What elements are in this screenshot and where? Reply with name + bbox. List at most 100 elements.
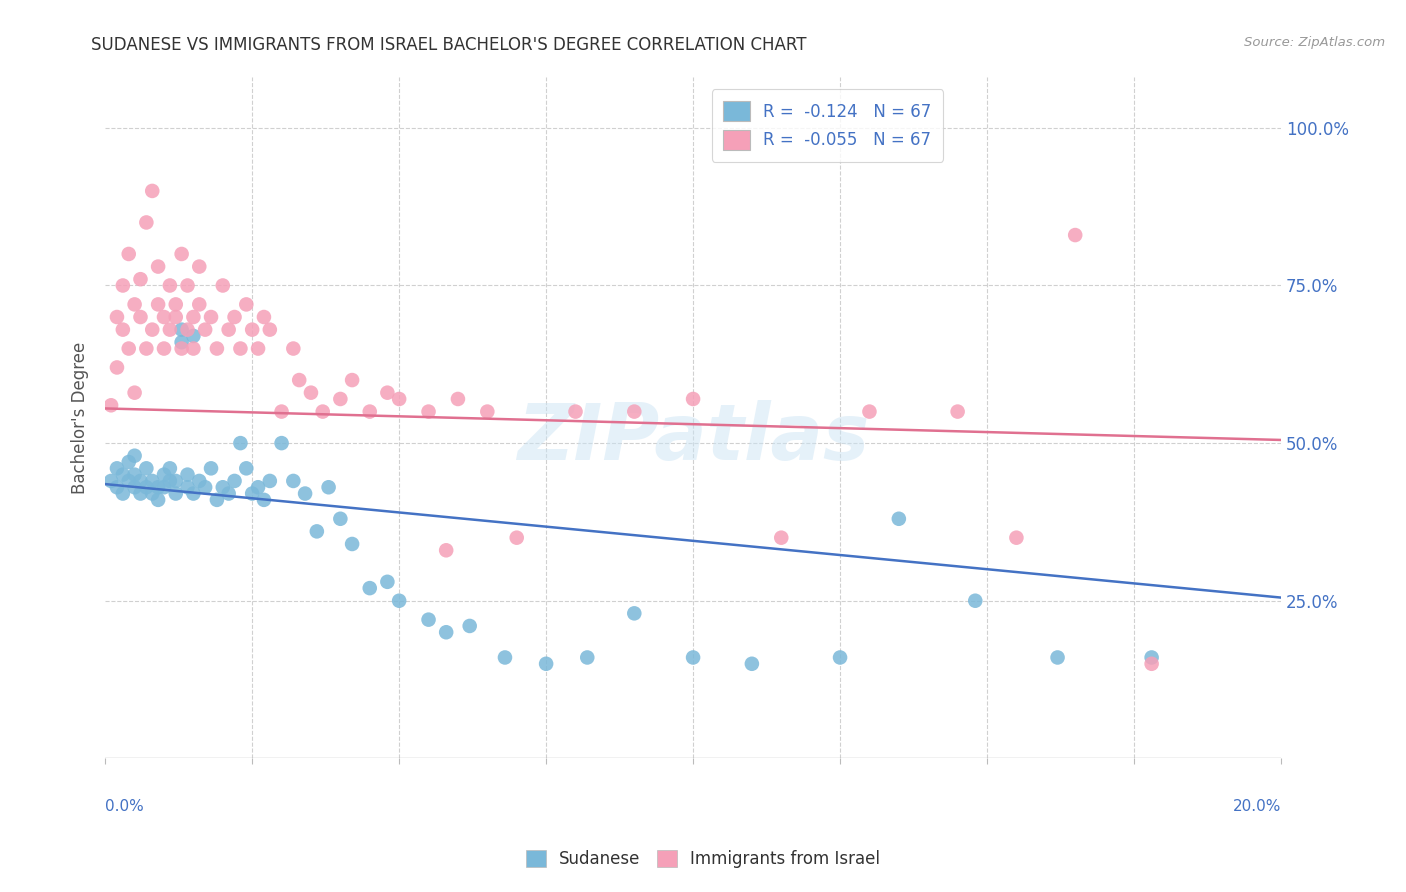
Point (146, 480, 169, 494)
Point (165, 310, 187, 324)
Point (170, 342, 193, 356)
Point (153, 467, 176, 482)
Point (188, 297, 211, 311)
Point (165, 297, 187, 311)
Point (434, 543, 457, 558)
Point (211, 278, 233, 293)
Point (170, 323, 193, 337)
Point (170, 335, 193, 350)
Point (124, 385, 146, 400)
Point (253, 492, 276, 507)
Text: 20.0%: 20.0% (1233, 799, 1281, 814)
Point (235, 461, 257, 475)
Point (141, 474, 163, 488)
Point (124, 467, 146, 482)
Point (1064, 228, 1087, 243)
Point (135, 461, 157, 475)
Text: SUDANESE VS IMMIGRANTS FROM ISRAEL BACHELOR'S DEGREE CORRELATION CHART: SUDANESE VS IMMIGRANTS FROM ISRAEL BACHE… (91, 36, 807, 54)
Point (153, 342, 176, 356)
Point (305, 524, 328, 539)
Point (240, 323, 263, 337)
Point (183, 342, 205, 356)
Point (299, 385, 322, 400)
Point (118, 455, 141, 469)
Point (377, 574, 399, 589)
Point (770, 531, 793, 545)
Point (828, 650, 851, 665)
Point (205, 492, 228, 507)
Point (135, 480, 157, 494)
Point (183, 486, 205, 500)
Point (124, 297, 146, 311)
Y-axis label: Bachelor's Degree: Bachelor's Degree (72, 342, 89, 494)
Point (129, 486, 152, 500)
Point (388, 392, 411, 406)
Point (111, 486, 134, 500)
Point (218, 486, 240, 500)
Point (111, 323, 134, 337)
Point (318, 480, 340, 494)
Point (183, 310, 205, 324)
Point (159, 323, 181, 337)
Point (564, 404, 586, 418)
Point (434, 625, 457, 640)
Point (153, 310, 176, 324)
Point (887, 512, 910, 526)
Point (105, 480, 128, 494)
Point (858, 404, 880, 418)
Point (377, 385, 399, 400)
Point (118, 342, 141, 356)
Point (288, 373, 311, 387)
Point (165, 486, 187, 500)
Point (129, 272, 152, 286)
Point (129, 310, 152, 324)
Point (312, 404, 335, 418)
Point (194, 323, 217, 337)
Point (1140, 657, 1163, 671)
Point (1005, 531, 1028, 545)
Point (240, 486, 263, 500)
Point (494, 650, 516, 665)
Point (135, 215, 157, 229)
Point (1140, 650, 1163, 665)
Point (176, 480, 198, 494)
Point (359, 581, 381, 595)
Point (270, 436, 292, 450)
Point (141, 323, 163, 337)
Point (283, 474, 305, 488)
Point (159, 474, 181, 488)
Point (218, 323, 240, 337)
Point (247, 480, 270, 494)
Point (946, 404, 969, 418)
Point (682, 392, 704, 406)
Point (224, 474, 246, 488)
Point (229, 342, 252, 356)
Point (229, 436, 252, 450)
Point (340, 537, 363, 551)
Point (194, 480, 217, 494)
Point (534, 657, 557, 671)
Point (224, 310, 246, 324)
Point (294, 486, 316, 500)
Point (682, 650, 704, 665)
Point (283, 342, 305, 356)
Point (159, 461, 181, 475)
Text: Source: ZipAtlas.com: Source: ZipAtlas.com (1244, 36, 1385, 49)
Point (418, 404, 440, 418)
Point (188, 260, 211, 274)
Point (253, 310, 276, 324)
Legend: Sudanese, Immigrants from Israel: Sudanese, Immigrants from Israel (519, 843, 887, 875)
Point (270, 404, 292, 418)
Point (259, 474, 281, 488)
Point (477, 404, 499, 418)
Point (247, 342, 270, 356)
Point (623, 404, 645, 418)
Point (176, 467, 198, 482)
Point (200, 310, 222, 324)
Point (458, 619, 481, 633)
Point (105, 310, 128, 324)
Point (623, 607, 645, 621)
Point (359, 404, 381, 418)
Point (165, 474, 187, 488)
Point (105, 461, 128, 475)
